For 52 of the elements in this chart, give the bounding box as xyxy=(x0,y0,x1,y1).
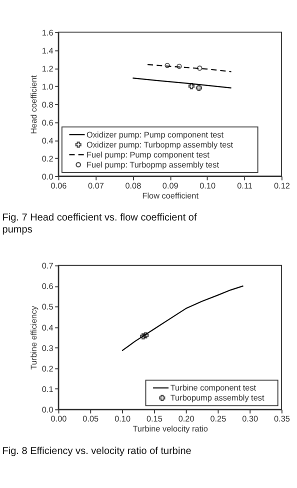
y-tick-label: 1.4 xyxy=(42,46,54,56)
y-tick-label: 0.2 xyxy=(42,364,54,374)
x-tick-label: 0.30 xyxy=(242,414,258,424)
y-tick-label: 0.0 xyxy=(42,406,54,415)
x-tick-label: 0.00 xyxy=(50,414,68,424)
x-tick-label: 0.15 xyxy=(146,414,163,424)
y-tick-label: 0.4 xyxy=(42,136,54,146)
x-tick-label: 0.11 xyxy=(237,181,253,190)
x-tick-label: 0.06 xyxy=(50,181,68,190)
y-tick-label: 0.5 xyxy=(42,302,54,312)
y-axis-title: Turbine efficiency xyxy=(29,305,38,370)
y-tick-label: 1.0 xyxy=(42,82,54,92)
y-tick-label: 0.4 xyxy=(42,323,54,332)
x-tick-label: 0.35 xyxy=(274,414,290,424)
caption: Fig. 7 Head coefficient vs. flow coefficient of pumps xyxy=(2,212,197,236)
y-tick-label: 1.6 xyxy=(42,28,54,38)
caption: Fig. 8 Efficiency vs. velocity ratio of turbine xyxy=(2,446,192,457)
point xyxy=(197,66,202,71)
x-tick-label: 0.20 xyxy=(178,414,195,424)
line-series xyxy=(132,77,232,88)
y-tick-label: 0.3 xyxy=(42,344,54,353)
legend-label: Turbine component test xyxy=(170,384,257,393)
x-tick-label: 0.08 xyxy=(125,181,142,190)
point xyxy=(176,64,182,69)
x-tick-label: 0.05 xyxy=(82,414,100,424)
x-tick-label: 0.25 xyxy=(210,414,227,424)
line-series xyxy=(122,285,244,352)
line-series xyxy=(147,64,232,72)
y-axis-title: Head coefficient xyxy=(29,74,38,134)
x-tick-label: 0.12 xyxy=(274,181,290,190)
x-axis-title: Turbine velocity ratio xyxy=(132,424,208,434)
legend-label: Oxidizer pump: Pump component test xyxy=(86,130,224,140)
point xyxy=(164,62,170,68)
point xyxy=(188,83,195,90)
x-tick-label: 0.10 xyxy=(114,414,131,424)
point xyxy=(196,84,202,92)
legend-label: Fuel pump: Pump component test xyxy=(86,150,210,160)
y-tick-label: 0.2 xyxy=(42,154,54,164)
y-tick-label: 0.1 xyxy=(42,384,54,394)
legend-label: Turbopump assembly test xyxy=(170,394,265,403)
y-tick-label: 0.0 xyxy=(42,172,54,182)
x-tick-label: 0.10 xyxy=(200,181,216,190)
legend-label: Oxidizer pump: Turbopmp assembly test xyxy=(86,140,234,150)
y-tick-label: 0.6 xyxy=(42,118,54,128)
y-tick-label: 1.2 xyxy=(42,64,54,74)
x-tick-label: 0.07 xyxy=(88,181,104,190)
x-tick-label: 0.09 xyxy=(162,181,179,190)
y-tick-label: 0.8 xyxy=(42,100,54,110)
y-tick-label: 0.7 xyxy=(42,262,54,271)
x-axis-title: Flow coefficient xyxy=(142,191,200,200)
legend-label: Fuel pump: Turbopmp assembly test xyxy=(86,160,220,170)
y-tick-label: 0.6 xyxy=(42,282,54,292)
